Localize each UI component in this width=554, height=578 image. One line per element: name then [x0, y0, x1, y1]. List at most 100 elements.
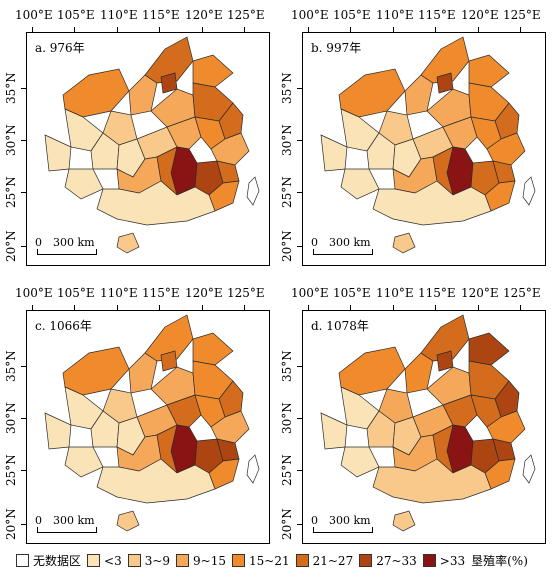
lon-tick: [308, 305, 309, 310]
lon-label: 110°E: [100, 8, 138, 22]
legend-swatch: [295, 554, 309, 567]
lat-label: 20°N: [4, 230, 18, 262]
panel-title: a. 976年: [35, 41, 85, 55]
lon-label: 100°E: [291, 8, 329, 22]
lat-tick: [21, 470, 26, 471]
lat-label: 35°N: [4, 72, 18, 104]
scale-bar: [37, 249, 97, 255]
scale-label: 300 km: [53, 236, 95, 249]
lon-label: 125°E: [503, 8, 541, 22]
province-region: [192, 54, 234, 88]
map-panel: a. 976年 0 300 km: [26, 32, 270, 266]
legend-title: 垦殖率(%): [471, 554, 528, 568]
lon-tick: [74, 27, 75, 32]
lat-tick: [297, 246, 302, 247]
lat-tick: [297, 366, 302, 367]
lat-label: 30°N: [4, 402, 18, 434]
province-map: [44, 36, 260, 254]
lat-label: 25°N: [4, 176, 18, 208]
scale-bar: [313, 527, 373, 533]
lat-tick: [297, 140, 302, 141]
legend-label: 无数据区: [33, 554, 82, 568]
province-map: [320, 314, 536, 532]
lon-label: 120°E: [461, 286, 499, 300]
province-region: [156, 424, 178, 475]
province-region: [340, 168, 380, 200]
lat-tick: [21, 366, 26, 367]
taiwan-outline: [522, 176, 536, 206]
lon-label: 100°E: [15, 286, 53, 300]
lon-tick: [520, 305, 521, 310]
scale-zero: 0: [35, 236, 42, 249]
lat-tick: [297, 192, 302, 193]
lon-tick: [393, 305, 394, 310]
province-region: [192, 332, 234, 366]
lat-label: 25°N: [4, 454, 18, 486]
legend-label: 15~21: [249, 553, 290, 568]
lon-label: 120°E: [461, 8, 499, 22]
scale-zero: 0: [311, 514, 318, 527]
lon-tick: [308, 27, 309, 32]
legend-label: <3: [104, 553, 122, 568]
province-region: [166, 116, 202, 150]
province-region: [404, 74, 434, 116]
province-region: [432, 146, 454, 197]
lon-label: 115°E: [418, 8, 456, 22]
legend-label: 9~15: [193, 553, 227, 568]
lon-tick: [244, 305, 245, 310]
lat-tick: [21, 192, 26, 193]
province-region: [166, 394, 202, 428]
lat-tick: [21, 140, 26, 141]
lon-tick: [435, 27, 436, 32]
lat-label: 30°N: [4, 124, 18, 156]
province-region: [160, 350, 178, 372]
lat-label: 25°N: [280, 454, 294, 486]
lon-tick: [520, 27, 521, 32]
lon-label: 105°E: [333, 286, 371, 300]
lon-label: 120°E: [185, 8, 223, 22]
lat-tick: [21, 418, 26, 419]
lat-tick: [297, 418, 302, 419]
lat-tick: [297, 88, 302, 89]
lon-tick: [478, 305, 479, 310]
lon-tick: [159, 27, 160, 32]
legend-swatch: [87, 554, 101, 567]
lon-tick: [435, 305, 436, 310]
province-region: [442, 116, 478, 150]
lon-tick: [32, 305, 33, 310]
lon-tick: [117, 305, 118, 310]
scale-label: 300 km: [329, 514, 371, 527]
lon-label: 125°E: [503, 286, 541, 300]
province-region: [96, 458, 216, 504]
lat-label: 35°N: [4, 350, 18, 382]
lon-label: 115°E: [418, 286, 456, 300]
lon-label: 100°E: [291, 286, 329, 300]
lon-label: 105°E: [57, 8, 95, 22]
lat-label: 20°N: [280, 508, 294, 540]
legend-swatch: [232, 554, 246, 567]
panel-title: b. 997年: [311, 41, 362, 55]
province-region: [436, 350, 454, 372]
legend-label: 21~27: [312, 553, 354, 568]
lon-label: 115°E: [142, 286, 180, 300]
legend-swatch: [422, 554, 436, 567]
scale-bar: [313, 249, 373, 255]
province-region: [128, 352, 158, 394]
province-region: [44, 134, 72, 172]
lat-label: 35°N: [280, 350, 294, 382]
lon-tick: [117, 27, 118, 32]
panel-title: c. 1066年: [35, 319, 92, 333]
lon-tick: [32, 27, 33, 32]
map-panel: d. 1078年 0 300 km: [302, 310, 546, 544]
panel-title: d. 1078年: [311, 319, 369, 333]
lon-label: 110°E: [376, 8, 414, 22]
lon-label: 105°E: [57, 286, 95, 300]
lon-label: 100°E: [15, 8, 53, 22]
lat-tick: [21, 524, 26, 525]
province-region: [392, 232, 416, 254]
legend-swatch: [176, 554, 190, 567]
scale-zero: 0: [311, 236, 318, 249]
province-map: [320, 36, 536, 254]
province-region: [64, 446, 104, 478]
lon-label: 120°E: [185, 286, 223, 300]
